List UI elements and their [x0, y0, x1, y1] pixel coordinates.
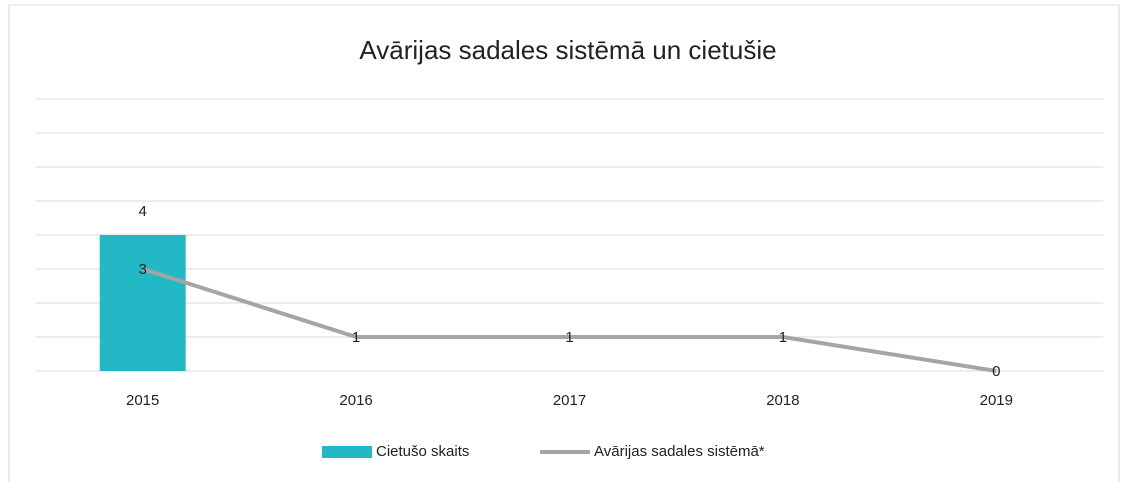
- x-tick-label: 2019: [980, 392, 1013, 409]
- x-tick-label: 2016: [339, 392, 372, 409]
- data-label: 0: [992, 363, 1000, 380]
- data-label: 3: [139, 261, 147, 278]
- legend-label: Cietušo skaits: [376, 443, 469, 460]
- data-label: 1: [779, 329, 787, 346]
- data-label: 4: [139, 203, 147, 220]
- bar: [99, 235, 186, 371]
- x-tick-label: 2015: [126, 392, 159, 409]
- legend-swatch: [322, 446, 372, 458]
- x-tick-label: 2018: [766, 392, 799, 409]
- data-label: 1: [352, 329, 360, 346]
- chart-title: Avārijas sadales sistēmā un cietušie: [359, 35, 776, 65]
- chart-border: [8, 4, 1120, 482]
- line: [142, 267, 997, 373]
- data-label: 1: [565, 329, 573, 346]
- legend-label: Avārijas sadales sistēmā*: [594, 443, 765, 460]
- x-tick-label: 2017: [553, 392, 586, 409]
